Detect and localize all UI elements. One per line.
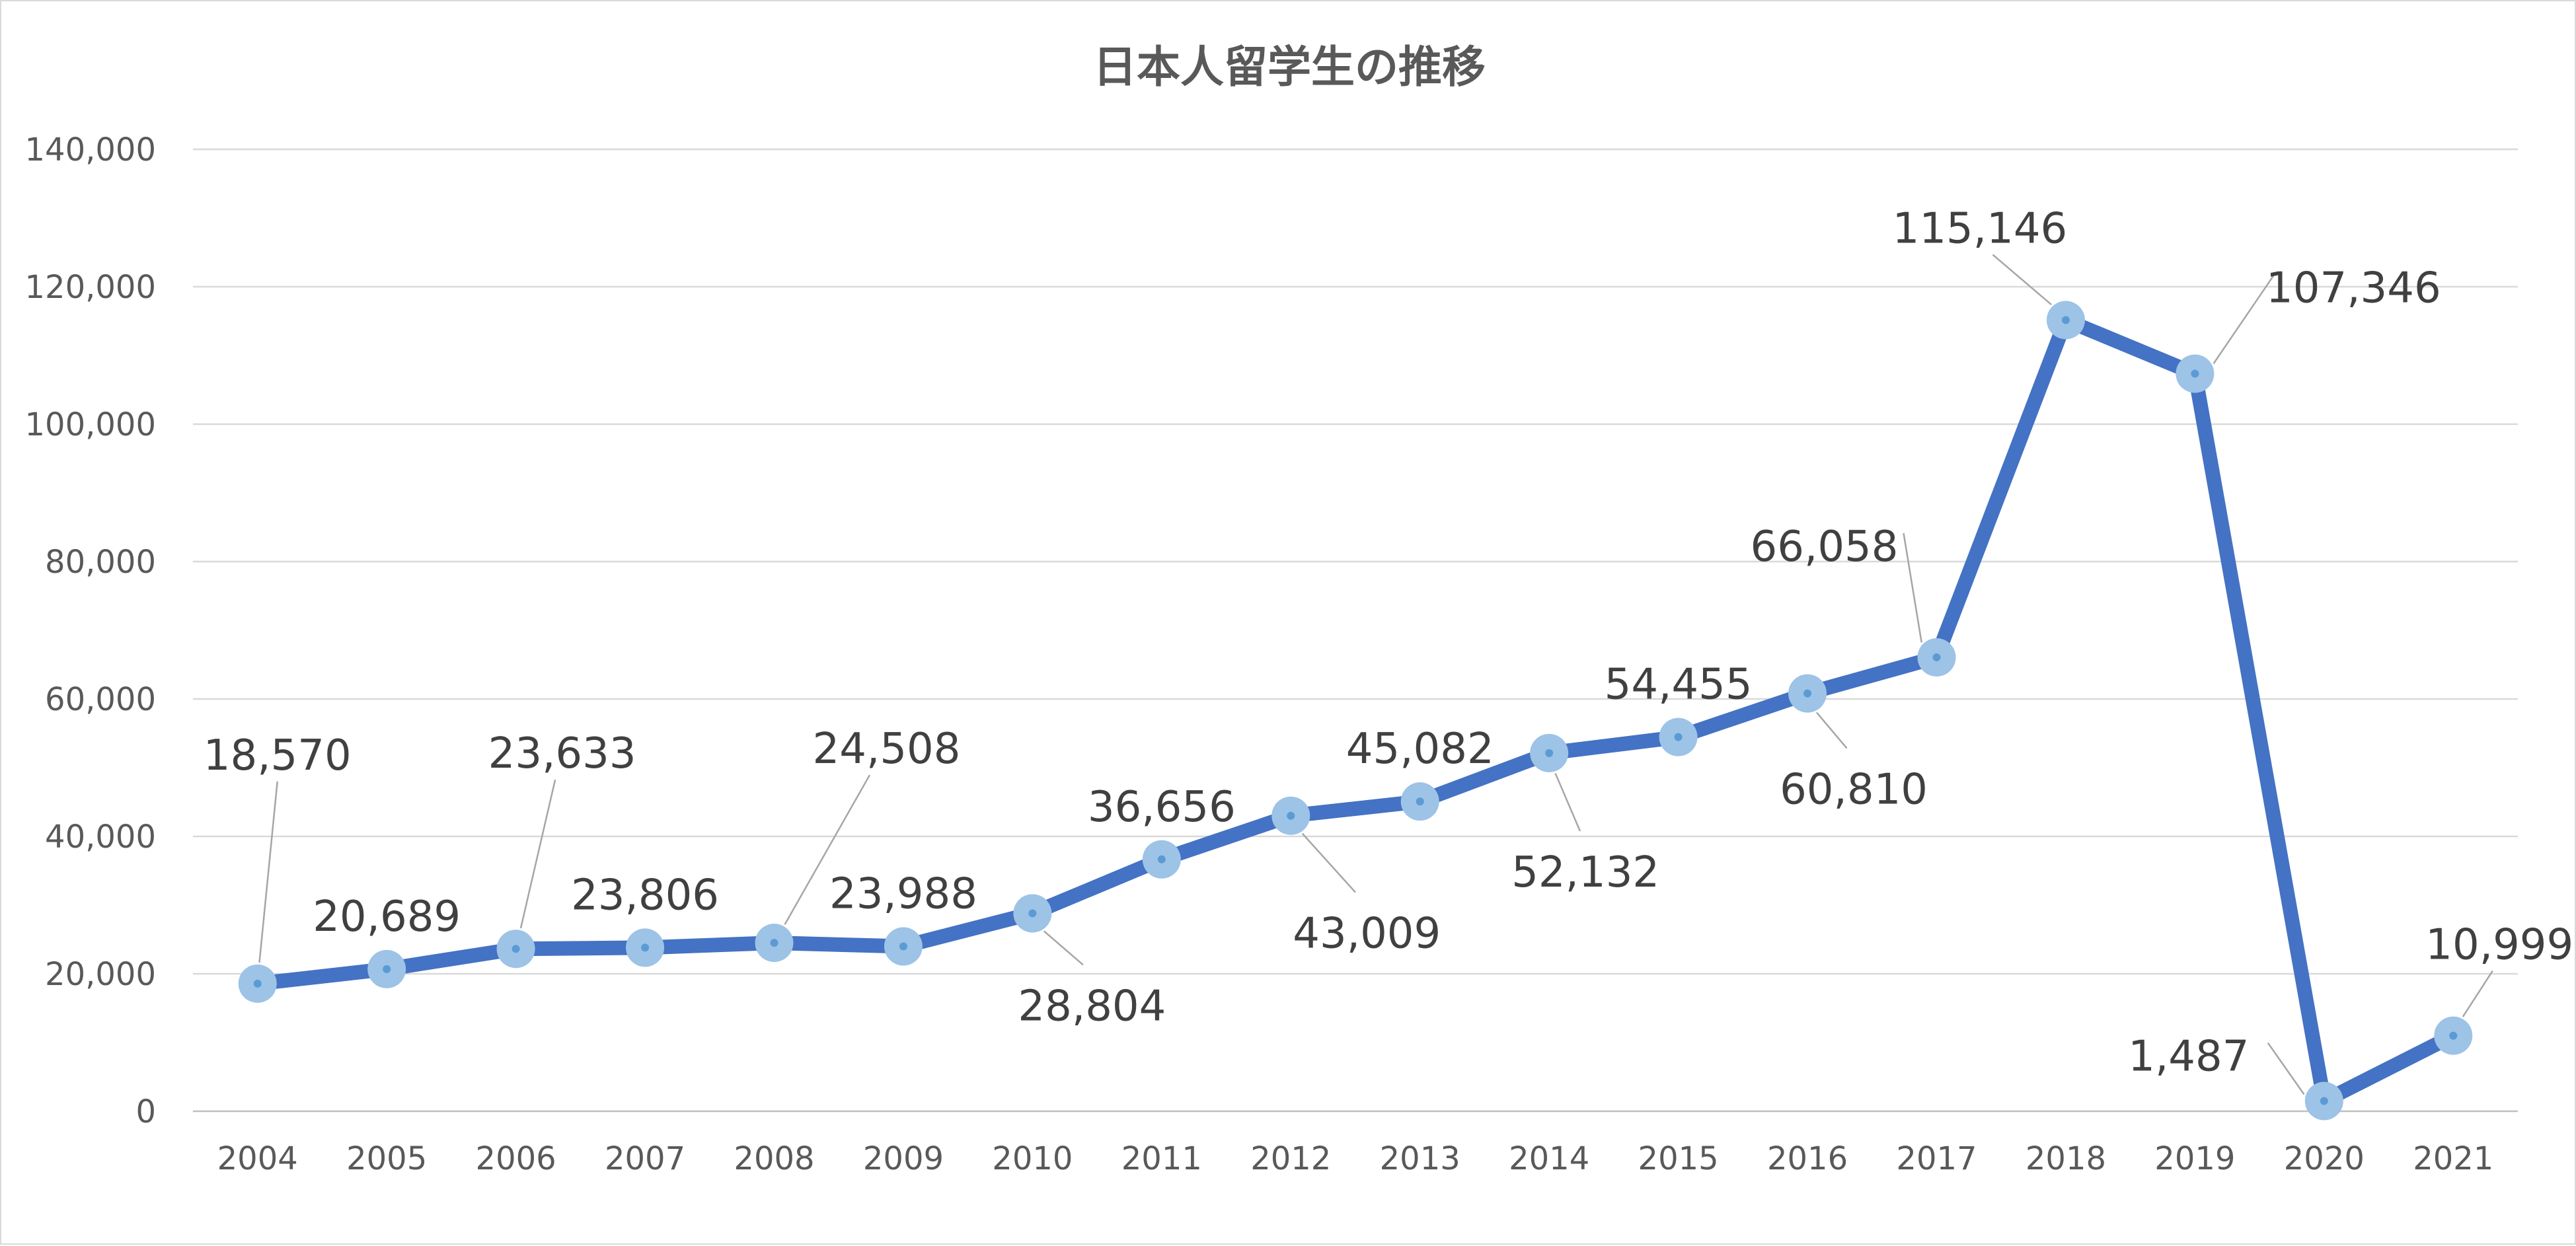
data-label: 28,804: [1018, 982, 1166, 1031]
data-label: 1,487: [2128, 1033, 2249, 1081]
data-label: 45,082: [1346, 725, 1494, 774]
gridlines: [193, 148, 2518, 1113]
data-point: [1530, 733, 1569, 772]
series-line: [250, 312, 2461, 1109]
x-axis-tick-labels: 2004 2005 2006 2007 2008 2009 2010 2011 2012 2013…: [217, 1140, 2494, 1177]
data-label: 10,999: [2425, 921, 2573, 970]
y-tick-label: 40,000: [45, 819, 156, 856]
data-point: [1788, 674, 1827, 713]
data-label: 52,132: [1511, 848, 1659, 897]
x-tick-label: 2015: [1638, 1140, 1719, 1177]
x-tick-label: 2013: [1380, 1140, 1460, 1177]
x-tick-label: 2017: [1896, 1140, 1977, 1177]
data-label: 107,346: [2266, 264, 2441, 313]
data-label: 23,988: [829, 870, 977, 919]
data-label-leader-line: [519, 779, 556, 929]
y-tick-label: 20,000: [45, 956, 156, 993]
data-label-leader-line: [1903, 532, 1922, 643]
x-tick-label: 2018: [2026, 1140, 2106, 1177]
y-tick-label: 140,000: [25, 131, 157, 168]
series-polyline: [250, 312, 2461, 1109]
data-point: [238, 964, 277, 1003]
data-label-leader-line: [2267, 1042, 2305, 1095]
y-tick-label: 100,000: [25, 406, 157, 443]
data-label-leader-line: [1992, 254, 2052, 306]
data-point: [1659, 717, 1698, 756]
data-point: [367, 949, 406, 988]
y-axis-tick-labels: 0 20,000 40,000 60,000 80,000 100,000 120,000 1…: [25, 131, 157, 1130]
data-label: 36,656: [1088, 783, 1236, 832]
x-tick-label: 2004: [217, 1140, 298, 1177]
data-label: 43,009: [1293, 910, 1441, 959]
data-label-leader-line: [1554, 772, 1581, 832]
x-tick-label: 2014: [1509, 1140, 1589, 1177]
x-tick-label: 2020: [2284, 1140, 2365, 1177]
data-point: [1142, 840, 1181, 879]
data-labels: 18,570 20,689 23,633 23,806 24,508 23,988 28,8…: [204, 204, 2573, 1095]
data-point: [1400, 782, 1439, 821]
data-markers: [238, 301, 2473, 1120]
data-label-leader-line: [1043, 930, 1084, 966]
x-tick-label: 2011: [1121, 1140, 1202, 1177]
data-point: [884, 927, 923, 966]
data-label-leader-line: [784, 774, 871, 926]
y-tick-label: 0: [135, 1093, 156, 1130]
data-point: [2176, 354, 2215, 393]
data-label-leader-line: [1816, 712, 1848, 749]
data-point: [2434, 1016, 2473, 1055]
data-label-leader-line: [2213, 274, 2275, 365]
y-tick-label: 80,000: [45, 544, 156, 581]
data-label: 24,508: [813, 725, 961, 774]
x-tick-label: 2007: [605, 1140, 685, 1177]
data-point: [1271, 796, 1310, 835]
data-point: [496, 930, 535, 969]
x-tick-label: 2021: [2413, 1140, 2493, 1177]
x-tick-label: 2005: [346, 1140, 427, 1177]
data-point: [755, 924, 794, 963]
x-tick-label: 2009: [863, 1140, 944, 1177]
data-point: [1013, 894, 1052, 933]
data-label: 115,146: [1893, 204, 2068, 253]
data-point: [2046, 301, 2085, 340]
data-label-leader-line: [2462, 970, 2493, 1017]
x-tick-label: 2012: [1250, 1140, 1331, 1177]
chart-title: 日本人留学生の推移: [1093, 42, 1486, 92]
data-label: 60,810: [1780, 766, 1928, 815]
data-label-leader-line: [1301, 832, 1356, 893]
x-tick-label: 2019: [2154, 1140, 2235, 1177]
data-label: 54,455: [1605, 661, 1753, 710]
data-point: [1917, 638, 1956, 677]
x-tick-label: 2010: [992, 1140, 1073, 1177]
data-point: [626, 928, 665, 967]
y-tick-label: 120,000: [25, 269, 157, 306]
x-tick-label: 2008: [734, 1140, 814, 1177]
data-label: 23,633: [488, 729, 636, 778]
data-label: 18,570: [204, 731, 352, 780]
data-label-leader-line: [258, 781, 278, 963]
y-tick-label: 60,000: [45, 681, 156, 718]
data-label: 23,806: [571, 871, 719, 920]
x-tick-label: 2006: [476, 1140, 556, 1177]
x-tick-label: 2016: [1767, 1140, 1848, 1177]
data-label: 66,058: [1751, 523, 1899, 571]
data-point: [2304, 1081, 2343, 1120]
data-label: 20,689: [313, 893, 461, 941]
